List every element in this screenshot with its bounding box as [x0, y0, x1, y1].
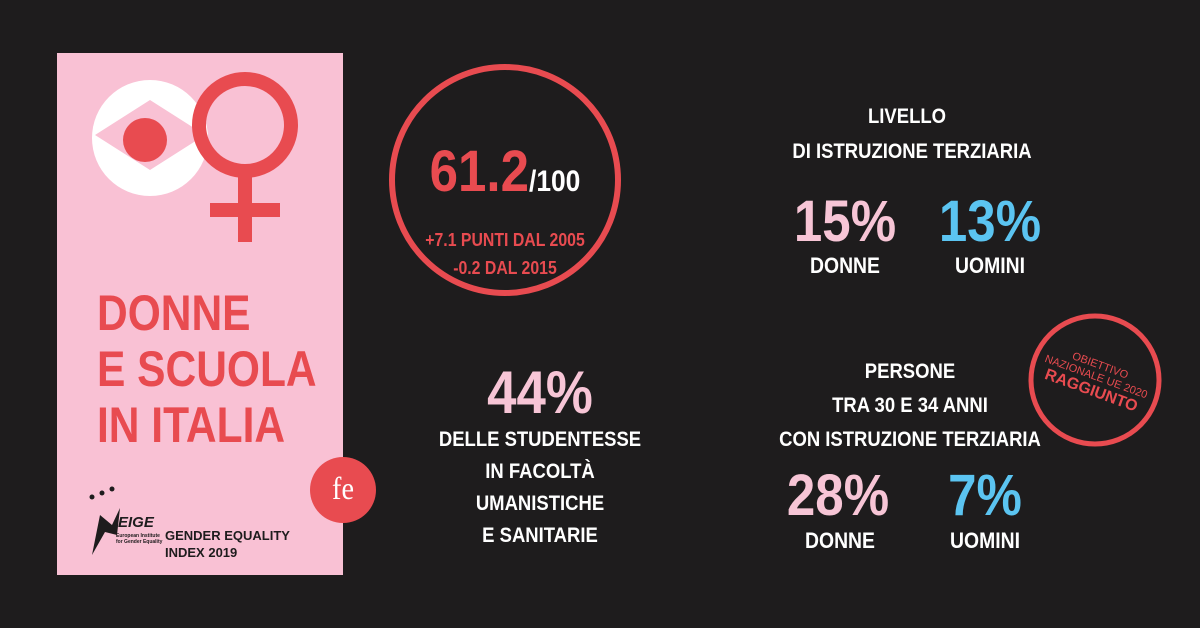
students-line: E SANITARIE — [482, 524, 598, 547]
eige-star — [89, 494, 95, 500]
badge: fe — [332, 470, 354, 506]
section-title-line: TRA 30 E 34 ANNI — [832, 394, 988, 417]
eige-sub: European Institute for Gender Equality — [116, 533, 162, 545]
students-line: UMANISTICHE — [475, 492, 605, 515]
title-line: DONNE — [97, 285, 251, 341]
score-scale: /100 — [528, 165, 581, 198]
stamp-ring — [1028, 313, 1162, 447]
students-line: DELLE STUDENTESSE — [438, 428, 642, 451]
stat-label: DONNE — [805, 528, 875, 553]
eige-figure — [92, 508, 120, 555]
eige-star — [99, 490, 105, 496]
badge-circle — [310, 457, 376, 523]
students-text: DELLE STUDENTESSE IN FACOLTÀ UMANISTICHE… — [439, 424, 641, 552]
index-label: GENDER EQUALITY INDEX 2019 — [165, 527, 290, 561]
score-ring — [389, 64, 621, 296]
index-line: INDEX 2019 — [165, 545, 238, 560]
section-title: PERSONE TRA 30 E 34 ANNI CON ISTRUZIONE … — [779, 355, 1041, 457]
section-title: LIVELLO — [868, 105, 947, 128]
card-title: DONNE E SCUOLA IN ITALIA — [97, 285, 317, 453]
index-line: GENDER EQUALITY — [165, 528, 290, 543]
students-value: 44% — [487, 359, 593, 426]
section-title-line: PERSONE — [864, 360, 956, 383]
eige-star — [109, 486, 115, 492]
eige-sub-line: for Gender Equality — [116, 539, 163, 545]
stat-value: 13% — [938, 189, 1042, 254]
stat-value: 28% — [786, 463, 890, 528]
score-change: +7.1 PUNTI DAL 2005 — [425, 230, 585, 250]
eige-logo: EIGE — [118, 514, 154, 531]
students-line: IN FACOLTÀ — [485, 460, 595, 483]
stat-label: UOMINI — [950, 528, 1020, 553]
title-line: IN ITALIA — [97, 397, 286, 453]
stat-value: 15% — [793, 189, 897, 254]
score-value: 61.2 — [429, 139, 529, 204]
score-change: -0.2 DAL 2015 — [453, 258, 557, 278]
stat-label: UOMINI — [955, 253, 1025, 278]
cap-icon-head — [123, 118, 167, 162]
section-title-line: CON ISTRUZIONE TERZIARIA — [779, 428, 1041, 451]
section-title: DI ISTRUZIONE TERZIARIA — [792, 140, 1032, 163]
score: 61.2/100 — [430, 138, 581, 205]
title-line: E SCUOLA — [97, 341, 317, 397]
stat-label: DONNE — [810, 253, 880, 278]
stat-value: 7% — [948, 463, 1022, 528]
eige-sub-line: European Institute — [116, 533, 160, 539]
score-changes: +7.1 PUNTI DAL 2005 -0.2 DAL 2015 — [425, 226, 585, 282]
